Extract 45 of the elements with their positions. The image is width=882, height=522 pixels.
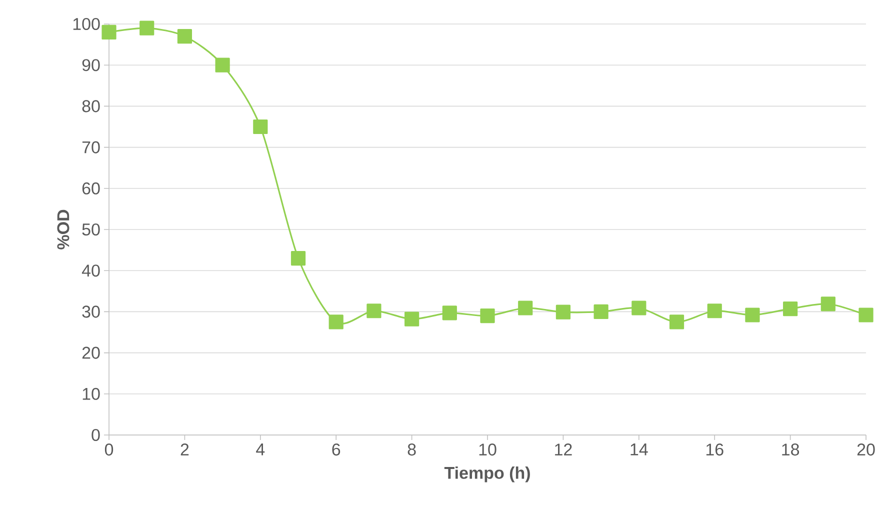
point: [404, 312, 420, 326]
point: [783, 302, 798, 316]
point: [102, 24, 116, 40]
x-tick-label: 12: [555, 444, 572, 456]
x-tick-label: 10: [479, 444, 496, 456]
x-tick-label: 6: [332, 444, 340, 456]
point: [442, 306, 457, 320]
point: [290, 250, 306, 266]
point: [594, 304, 608, 319]
x-tick-label: 20: [857, 444, 875, 456]
point: [556, 304, 571, 320]
point: [140, 20, 154, 36]
x-tick-label: 8: [408, 444, 416, 456]
x-tick-label: 2: [180, 444, 189, 456]
y-tick-label: 70: [82, 141, 100, 154]
y-tick-label: 20: [82, 346, 100, 359]
y-tick-label: 80: [82, 100, 100, 112]
point: [820, 296, 836, 312]
y-tick-label: 10: [82, 388, 100, 400]
y-tick-label: 40: [82, 264, 100, 277]
y-tick-label: 90: [82, 59, 100, 72]
x-tick-label: 18: [782, 444, 800, 456]
point: [215, 58, 230, 72]
point: [858, 308, 874, 322]
point: [177, 29, 192, 44]
point: [518, 300, 533, 316]
point: [480, 308, 495, 324]
point: [632, 300, 646, 316]
x-axis-title: Tiempo (h): [444, 466, 530, 482]
point: [745, 308, 760, 322]
y-tick-label: 30: [82, 306, 100, 318]
point: [707, 304, 722, 318]
x-tick-label: 4: [256, 444, 265, 456]
point: [669, 314, 684, 330]
point: [253, 119, 268, 134]
y-tick-label: 100: [73, 18, 100, 30]
point: [328, 314, 344, 330]
y-tick-label: 0: [92, 428, 100, 442]
y-axis-title: %OD: [57, 210, 70, 250]
x-tick-label: 0: [104, 444, 114, 456]
x-tick-label: 16: [706, 444, 724, 456]
y-tick-label: 60: [82, 182, 100, 194]
y-tick-label: 50: [82, 223, 100, 236]
x-tick-label: 14: [630, 444, 648, 456]
point: [366, 304, 382, 318]
